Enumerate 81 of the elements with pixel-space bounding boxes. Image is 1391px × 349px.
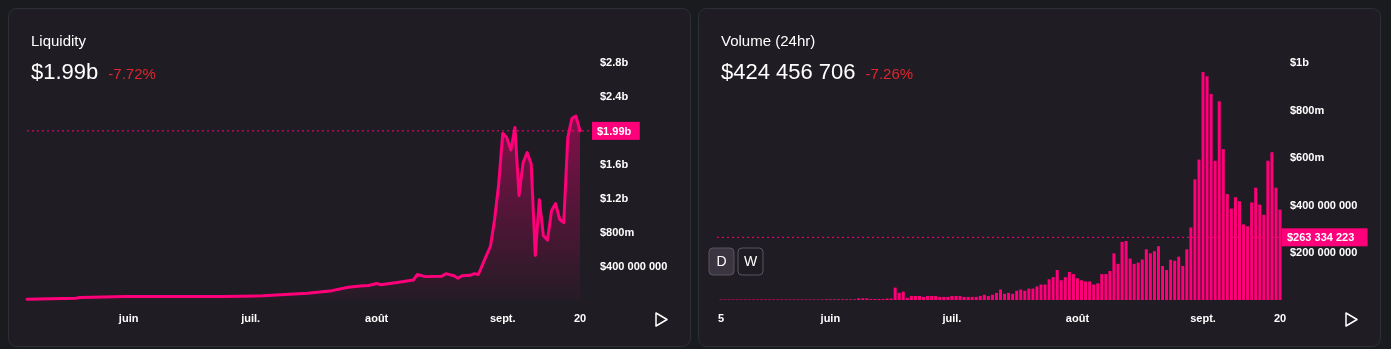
bar <box>1039 284 1043 300</box>
chart-subtitle: $424 456 706 <box>721 59 856 84</box>
bar <box>958 295 962 300</box>
bar <box>1055 270 1059 300</box>
chart-title: Liquidity <box>31 32 87 49</box>
bar <box>1011 293 1015 300</box>
bar <box>1027 288 1031 300</box>
y-tick-label: $2.8b <box>600 56 629 68</box>
bar <box>966 296 970 300</box>
chart-subtitle: $1.99b <box>31 59 99 84</box>
y-tick-label: $400 000 000 <box>1290 198 1358 211</box>
x-tick-label: 20 <box>573 312 587 324</box>
y-tick-label: $400 000 000 <box>600 260 668 272</box>
y-tick-label: $1.2b <box>600 192 629 204</box>
bar <box>1088 281 1092 300</box>
bar <box>1173 260 1177 300</box>
bar <box>1023 290 1027 300</box>
y-tick-label: $600m <box>1290 151 1325 164</box>
x-tick-label: 20 <box>1273 312 1287 324</box>
bar <box>913 295 917 300</box>
ref-line-label: $263 334 223 <box>1287 231 1355 244</box>
bar <box>1148 253 1152 300</box>
x-tick-label: sept. <box>1190 312 1216 324</box>
x-tick-label: juil. <box>941 312 962 324</box>
y-tick-label: $1.6b <box>600 158 629 170</box>
bar <box>990 294 994 300</box>
chart-title: Volume (24hr) <box>721 32 816 49</box>
bar <box>1177 256 1181 300</box>
x-tick-label: août <box>1065 312 1090 324</box>
x-tick-label: juil. <box>240 312 261 324</box>
annotation: -7.72% <box>108 65 156 82</box>
y-tick-label: $800m <box>600 226 635 238</box>
x-tick-label: août <box>365 312 389 324</box>
y-tick-label: $200 000 000 <box>1290 246 1358 259</box>
bar <box>1003 293 1007 300</box>
bar <box>1136 262 1140 300</box>
bar <box>1144 249 1148 300</box>
toggle-button: D <box>708 247 735 276</box>
y-tick-label: $1b <box>1290 56 1310 68</box>
bar <box>1112 253 1116 300</box>
bar <box>1100 274 1104 300</box>
bar <box>986 295 990 300</box>
annotation: D <box>716 253 727 269</box>
bar <box>970 296 974 300</box>
bar <box>1092 284 1096 300</box>
bar <box>954 295 958 300</box>
bar <box>1080 280 1084 300</box>
bar <box>1067 271 1071 300</box>
bar <box>1019 289 1023 300</box>
bar <box>1075 278 1079 300</box>
bar <box>974 296 978 300</box>
bar <box>999 289 1002 300</box>
x-tick-label: 5 <box>717 312 725 324</box>
ref-line-label: $1.99b <box>597 124 632 137</box>
bar <box>978 295 982 300</box>
bar <box>917 295 921 300</box>
bar <box>1124 240 1128 300</box>
bar <box>1104 274 1108 300</box>
bar <box>1084 281 1088 300</box>
bar <box>1156 246 1160 300</box>
bar <box>982 294 986 300</box>
bar <box>1015 290 1019 300</box>
annotation: -7.26% <box>865 65 914 82</box>
bar <box>1007 292 1011 300</box>
bar <box>962 296 966 300</box>
bar <box>909 295 913 300</box>
bar <box>1035 286 1039 300</box>
bar <box>994 292 998 300</box>
annotation: W <box>743 253 758 269</box>
x-tick-label: juin <box>117 312 139 324</box>
y-tick-label: $2.4b <box>600 90 629 102</box>
bar <box>1132 263 1136 300</box>
toggle-button: W <box>737 247 764 276</box>
bar <box>1047 279 1051 300</box>
y-tick-label: $800m <box>1290 103 1325 116</box>
bar <box>1071 274 1075 300</box>
x-tick-label: sept. <box>489 312 516 324</box>
x-tick-label: juin <box>819 312 841 324</box>
bar <box>1120 241 1124 300</box>
bar <box>1031 288 1035 300</box>
bar <box>1169 259 1173 300</box>
